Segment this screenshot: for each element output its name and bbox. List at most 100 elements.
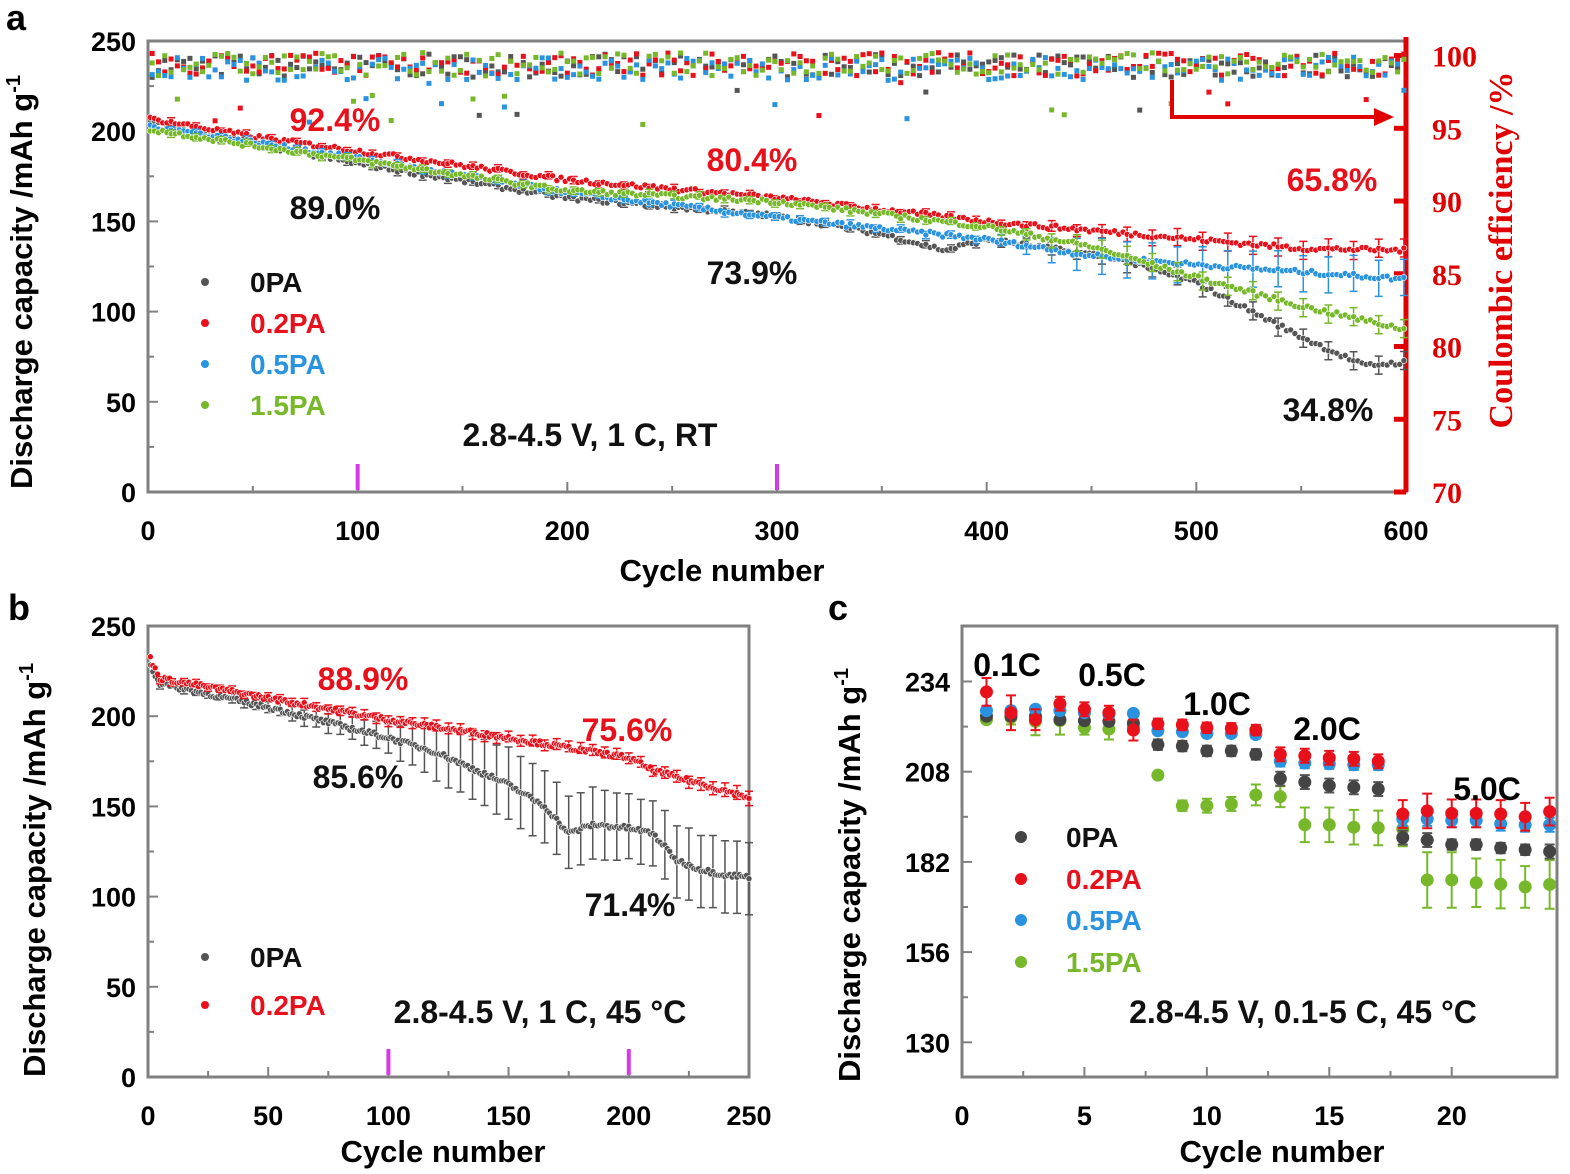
a-ce-point-0.5PA [225, 59, 231, 65]
a-ce-point-0.5PA [1130, 66, 1136, 72]
a-ce-point-1.5PA [275, 70, 281, 76]
a-ce-point-1.5PA [728, 56, 734, 62]
c-point-0.2PA [1004, 706, 1018, 720]
a-ce-point-0.5PA [1395, 61, 1401, 67]
a-ce-point-0.5PA [772, 102, 778, 108]
a-ce-point-0PA [439, 64, 445, 70]
c-y-tick-label: 130 [905, 1028, 950, 1058]
a-point-1.5PA [1195, 272, 1202, 280]
a-legend-label-0.5PA: 0.5PA [250, 349, 326, 380]
b-point-0.2PA [745, 795, 753, 802]
a-y-tick-label: 50 [106, 388, 136, 418]
b-legend-label-0PA: 0PA [250, 942, 302, 973]
b-annotation-0.2PA-100: 88.9% [318, 661, 409, 697]
a-ce-point-1.5PA [1288, 54, 1294, 60]
a-ce-point-0PA [181, 58, 187, 64]
a-ce-point-0PA [1332, 54, 1338, 60]
b-y-axis-label: Discharge capacity /mAh g-1 [16, 663, 52, 1077]
panel-c: 0 5 10 15 20 130 156 182 208 234 [905, 624, 1559, 1131]
a-ce-point-0.5PA [1080, 76, 1086, 82]
a-right-y-tick-label: 90 [1432, 186, 1462, 219]
a-ce-point-1.5PA [652, 51, 658, 57]
a-ce-point-0.5PA [766, 75, 772, 81]
a-ce-point-0.5PA [470, 57, 476, 63]
a-ce-point-0PA [1344, 74, 1350, 80]
a-ce-point-0.2PA [596, 66, 602, 72]
a-ce-point-0PA [508, 54, 514, 60]
a-ce-point-1.5PA [929, 51, 935, 57]
a-ce-point-0PA [306, 66, 312, 72]
a-ce-point-0.2PA [1181, 58, 1187, 64]
a-ce-point-1.5PA [577, 71, 583, 77]
a-ce-point-0.2PA [1124, 66, 1130, 72]
a-ce-point-1.5PA [1231, 58, 1237, 64]
a-ce-point-0.2PA [929, 69, 935, 75]
c-point-0PA [1469, 838, 1483, 852]
a-ce-point-1.5PA [1395, 69, 1401, 75]
a-ce-point-0.5PA [168, 74, 174, 80]
a-ce-point-0PA [866, 69, 872, 75]
a-ce-point-0.5PA [634, 62, 640, 68]
a-ce-point-0.5PA [873, 62, 879, 68]
a-ce-point-1.5PA [181, 67, 187, 73]
c-point-0.2PA [1494, 807, 1508, 821]
a-point-0.2PA [1111, 227, 1118, 235]
c-point-0.2PA [1200, 721, 1214, 735]
a-ce-point-1.5PA [835, 56, 841, 62]
a-ce-point-0.5PA [1300, 71, 1306, 77]
c-point-1.5PA [1298, 818, 1312, 832]
c-point-0PA [1249, 747, 1263, 761]
a-ce-point-1.5PA [841, 68, 847, 74]
a-ce-point-0PA [162, 57, 168, 63]
a-ce-point-0PA [275, 57, 281, 63]
a-legend-marker-1.5PA [201, 401, 209, 409]
c-point-1.5PA [1445, 873, 1459, 887]
a-ce-point-0PA [514, 111, 520, 117]
a-ce-point-1.5PA [1193, 66, 1199, 72]
a-ce-point-1.5PA [1143, 66, 1149, 72]
a-ce-point-1.5PA [432, 60, 438, 66]
a-point-0PA [1316, 341, 1324, 348]
c-point-0.2PA [1322, 751, 1336, 765]
a-ce-point-1.5PA [262, 54, 268, 60]
a-x-tick-label: 300 [754, 516, 799, 546]
a-right-y-tick-label: 80 [1432, 332, 1462, 365]
a-ce-point-0.2PA [300, 53, 306, 59]
a-ce-point-0.2PA [659, 72, 665, 78]
a-ce-point-1.5PA [306, 58, 312, 64]
a-ce-point-0.2PA [558, 53, 564, 59]
a-ce-point-1.5PA [571, 58, 577, 64]
c-rate-label-2: 1.0C [1183, 686, 1251, 722]
a-ce-point-0.5PA [1112, 62, 1118, 68]
a-ce-point-1.5PA [1200, 64, 1206, 70]
a-ce-point-0.2PA [879, 50, 885, 56]
a-ce-point-0PA [476, 112, 482, 118]
a-ce-point-1.5PA [388, 117, 394, 123]
a-ce-point-1.5PA [1344, 58, 1350, 64]
a-ce-point-0PA [149, 74, 155, 80]
a-ce-point-0.5PA [162, 73, 168, 79]
a-ce-point-0.5PA [1269, 71, 1275, 77]
a-ce-point-1.5PA [986, 70, 992, 76]
a-ce-point-1.5PA [1212, 64, 1218, 70]
a-ce-point-0PA [709, 64, 715, 70]
a-ce-point-1.5PA [1325, 69, 1331, 75]
a-ce-point-0.5PA [998, 75, 1004, 81]
a-ce-point-1.5PA [1269, 64, 1275, 70]
a-ce-point-1.5PA [426, 68, 432, 74]
c-legend-marker-0.5PA [1015, 914, 1027, 926]
a-ce-point-1.5PA [696, 58, 702, 64]
b-x-axis-label: Cycle number [340, 1134, 545, 1169]
a-ce-point-0PA [910, 63, 916, 69]
a-ce-point-0.5PA [1206, 63, 1212, 69]
b-x-tick-label: 50 [253, 1101, 283, 1131]
a-ce-point-0.5PA [728, 73, 734, 79]
a-ce-point-1.5PA [1181, 67, 1187, 73]
a-ce-point-0.5PA [1200, 56, 1206, 62]
a-ce-point-0.5PA [847, 71, 853, 77]
a-ce-point-0PA [929, 65, 935, 71]
a-right-axis-label: Coulombic efficiency /% [1483, 72, 1520, 429]
a-ce-point-0PA [407, 72, 413, 78]
a-ce-point-0.5PA [627, 69, 633, 75]
a-ce-point-0.5PA [1401, 87, 1407, 93]
